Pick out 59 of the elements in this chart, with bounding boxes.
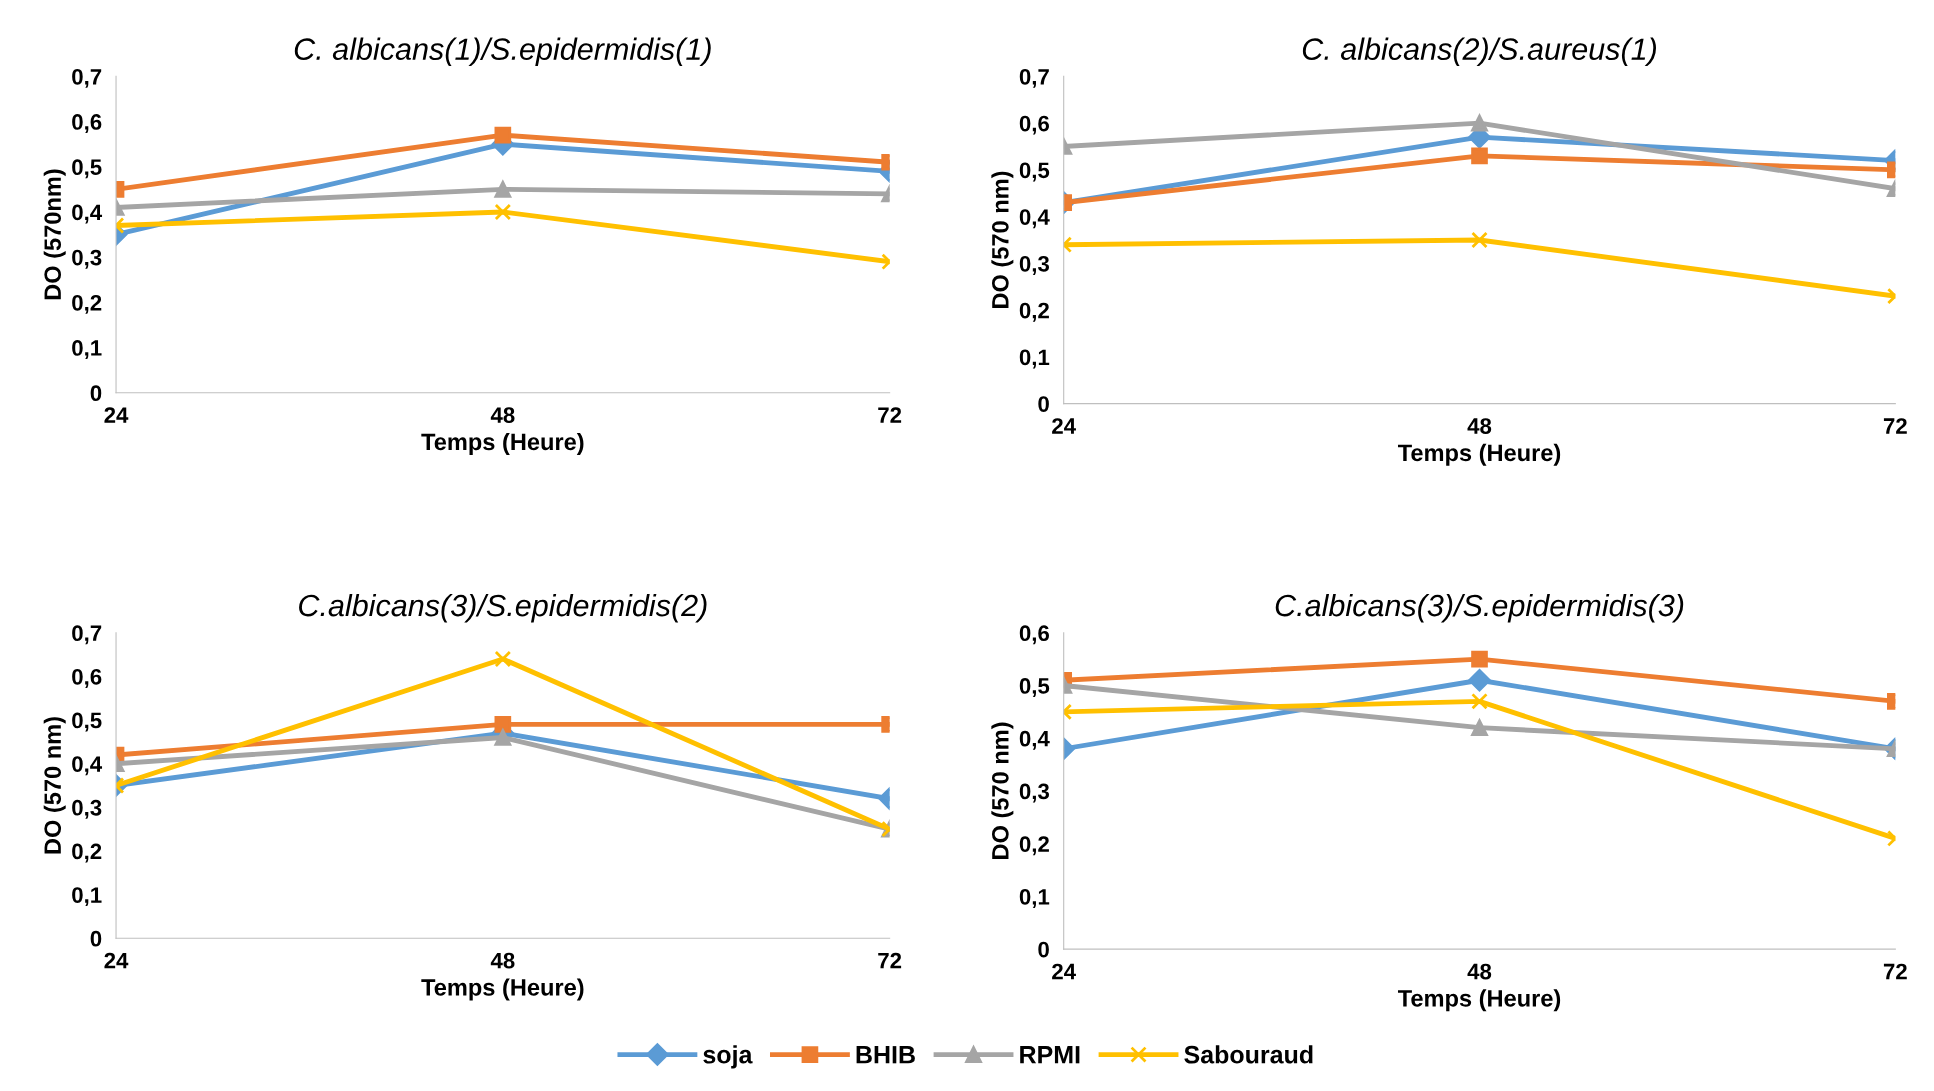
x-tick-label: 72 — [878, 952, 902, 969]
legend-label: BHIB — [856, 1046, 915, 1064]
x-tick-label: 48 — [1467, 963, 1492, 980]
x-tick-label: 24 — [1052, 418, 1076, 434]
y-tick-label: 0,4 — [72, 204, 103, 224]
y-tick-label: 0,4 — [1019, 209, 1050, 229]
x-axis-title: Temps (Heure) — [421, 978, 584, 1001]
y-tick-label: 0,2 — [72, 843, 102, 863]
x-tick-label: 48 — [1467, 418, 1492, 434]
y-tick-label: 0,6 — [1019, 115, 1050, 135]
y-axis-title: DO (570 nm) — [991, 722, 1014, 859]
y-tick-label: 0,3 — [72, 249, 102, 269]
y-tick-label: 0,2 — [1019, 836, 1049, 856]
y-tick-label: 0,3 — [72, 799, 102, 819]
x-tick-label: 72 — [1883, 963, 1907, 980]
y-tick-label: 0,6 — [72, 114, 102, 134]
y-tick-label: 0 — [1038, 396, 1049, 412]
y-axis-title: DO (570 nm) — [991, 171, 1014, 308]
x-tick-label: 24 — [1052, 963, 1076, 980]
y-tick-label: 0,4 — [1019, 730, 1050, 750]
y-tick-label: 0,1 — [72, 887, 102, 907]
x-tick-label: 72 — [878, 407, 902, 423]
y-tick-label: 0,3 — [1019, 783, 1050, 803]
x-tick-label: 48 — [490, 952, 515, 969]
y-axis-title: DO (570 nm) — [43, 717, 66, 854]
legend-label: RPMI — [1020, 1046, 1080, 1064]
x-tick-label: 24 — [104, 952, 129, 969]
y-tick-label: 0,3 — [1019, 255, 1050, 275]
chart-title: C. albicans(2)/S.aureus(1) — [1302, 37, 1657, 67]
y-tick-label: 0,2 — [72, 294, 102, 314]
x-axis-title: Temps (Heure) — [1397, 443, 1561, 466]
y-tick-label: 0,6 — [72, 668, 102, 688]
y-tick-label: 0 — [90, 930, 102, 947]
y-tick-label: 0,7 — [72, 68, 102, 88]
y-tick-label: 0,1 — [1019, 349, 1050, 369]
y-tick-label: 0,5 — [72, 712, 102, 732]
chart-title: C.albicans(3)/S.epidermidis(2) — [299, 593, 707, 623]
y-tick-label: 0,6 — [1019, 625, 1050, 645]
y-tick-label: 0,7 — [72, 625, 102, 645]
y-tick-label: 0,5 — [1019, 162, 1050, 182]
y-axis-title: DO (570nm) — [43, 169, 66, 300]
x-axis-title: Temps (Heure) — [421, 432, 584, 455]
legend-label: Sabouraud — [1184, 1045, 1313, 1064]
y-tick-label: 0,2 — [1019, 302, 1049, 322]
y-tick-label: 0,1 — [1019, 888, 1050, 908]
legend-label: soja — [703, 1045, 753, 1069]
y-tick-label: 0 — [90, 385, 102, 402]
x-tick-label: 48 — [490, 407, 515, 423]
chart-title: C. albicans(1)/S.epidermidis(1) — [294, 37, 711, 67]
y-tick-label: 0,5 — [72, 159, 102, 179]
y-tick-label: 0 — [1038, 941, 1049, 958]
y-tick-label: 0,1 — [72, 340, 102, 360]
x-axis-title: Temps (Heure) — [1397, 989, 1561, 1012]
x-tick-label: 72 — [1883, 418, 1907, 434]
chart-title: C.albicans(3)/S.epidermidis(3) — [1275, 593, 1684, 623]
y-tick-label: 0,5 — [1019, 678, 1050, 697]
x-tick-label: 24 — [104, 407, 129, 423]
y-tick-label: 0,7 — [1019, 68, 1049, 88]
y-tick-label: 0,4 — [72, 756, 103, 776]
